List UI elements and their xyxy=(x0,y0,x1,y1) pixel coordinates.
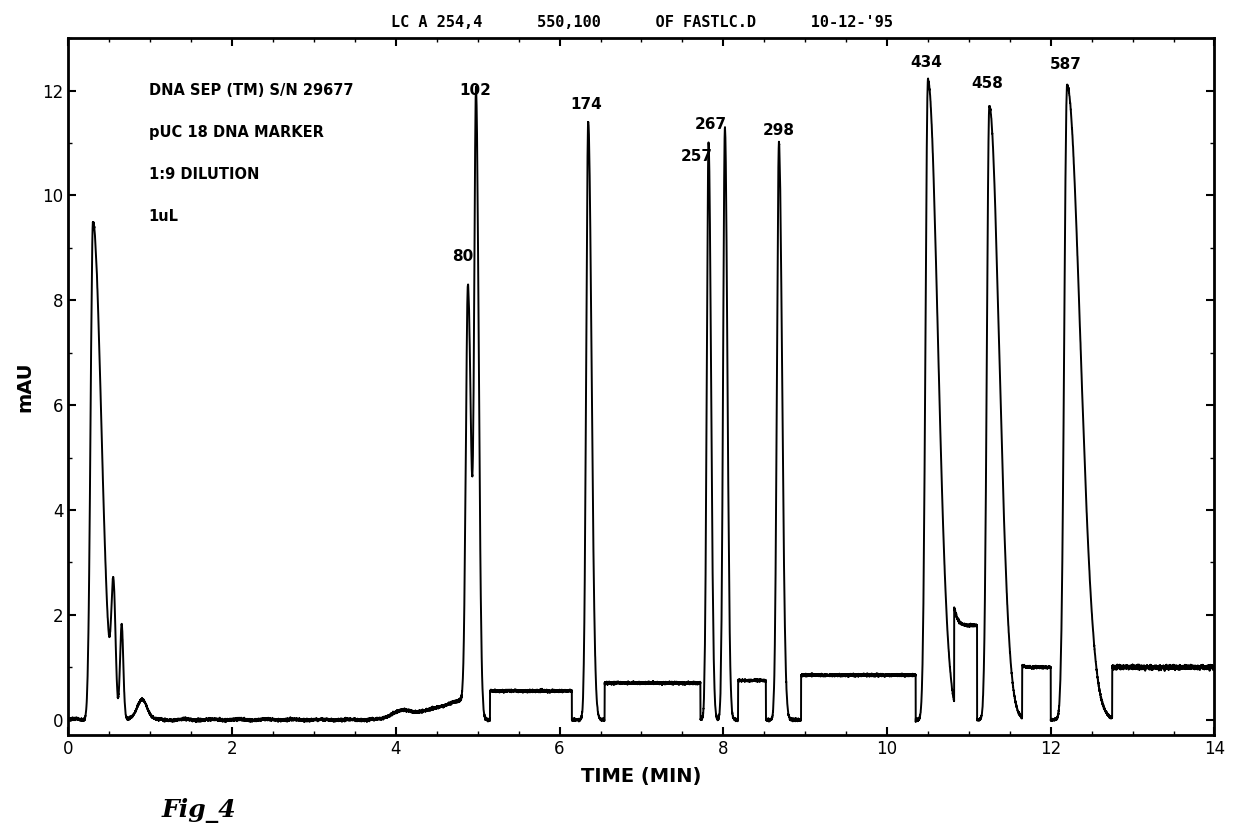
Text: 174: 174 xyxy=(570,97,601,112)
Text: 257: 257 xyxy=(681,149,713,164)
Text: 1uL: 1uL xyxy=(149,209,179,224)
Text: pUC 18 DNA MARKER: pUC 18 DNA MARKER xyxy=(149,125,324,140)
X-axis label: TIME (MIN): TIME (MIN) xyxy=(582,766,702,786)
Title: LC A 254,4      550,100      OF FASTLC.D      10-12-'95: LC A 254,4 550,100 OF FASTLC.D 10-12-'95 xyxy=(391,15,893,30)
Text: 298: 298 xyxy=(763,123,795,138)
Text: 1:9 DILUTION: 1:9 DILUTION xyxy=(149,167,259,182)
Text: 587: 587 xyxy=(1049,58,1081,73)
Text: 267: 267 xyxy=(694,118,727,133)
Text: 458: 458 xyxy=(971,76,1003,91)
Text: DNA SEP (TM) S/N 29677: DNA SEP (TM) S/N 29677 xyxy=(149,83,353,98)
Text: 102: 102 xyxy=(459,83,491,98)
Text: 80: 80 xyxy=(453,249,474,264)
Text: Fig_4: Fig_4 xyxy=(161,798,236,823)
Text: 434: 434 xyxy=(910,54,942,69)
Y-axis label: mAU: mAU xyxy=(15,361,33,412)
